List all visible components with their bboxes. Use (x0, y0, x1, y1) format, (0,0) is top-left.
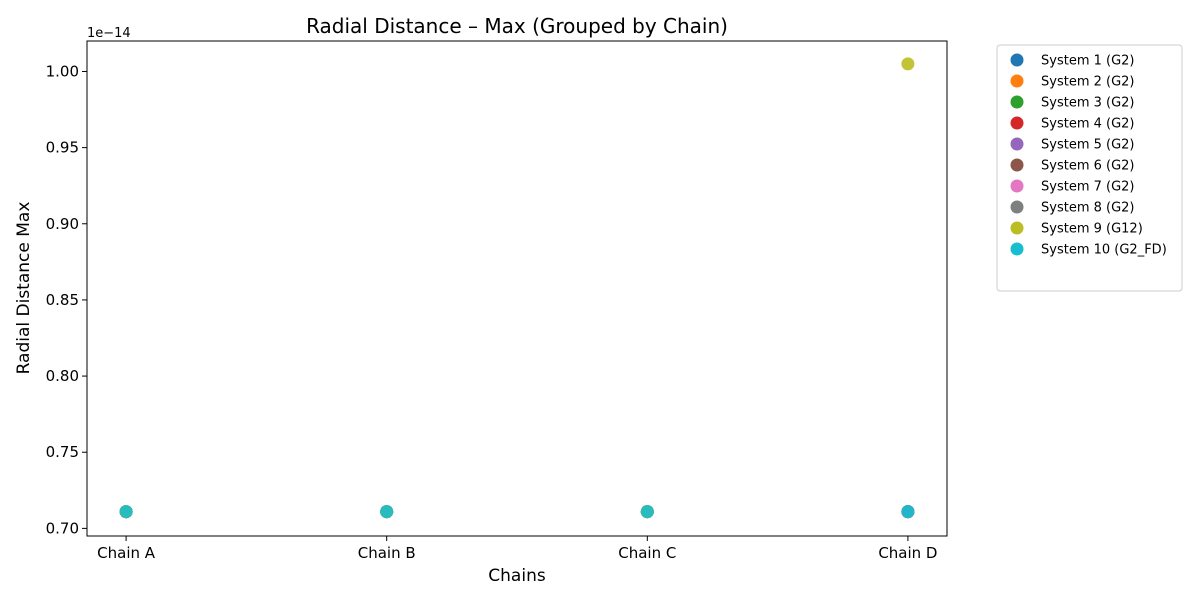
x-axis-ticks: Chain A Chain B Chain C Chain D (97, 536, 937, 562)
data-point (119, 505, 133, 519)
legend-label: System 5 (G2) (1041, 138, 1135, 153)
legend-label: System 9 (G12) (1041, 222, 1143, 237)
y-tick-label: 0.75 (46, 443, 79, 461)
data-point (901, 57, 915, 71)
data-point (901, 505, 915, 519)
legend-marker (1010, 116, 1024, 130)
legend-label: System 6 (G2) (1041, 159, 1135, 174)
legend-marker (1010, 74, 1024, 88)
legend-marker (1010, 179, 1024, 193)
y-tick-label: 0.90 (46, 215, 79, 233)
chart-title: Radial Distance – Max (Grouped by Chain) (306, 14, 728, 38)
y-tick-label: 0.80 (46, 367, 79, 385)
legend-marker (1010, 221, 1024, 235)
legend-label: System 3 (G2) (1041, 96, 1135, 111)
y-tick-label: 1.00 (46, 62, 79, 80)
legend-label: System 8 (G2) (1041, 201, 1135, 216)
plot-area-frame (86, 40, 948, 537)
data-points (119, 57, 915, 519)
legend-label: System 2 (G2) (1041, 75, 1135, 90)
y-tick-label: 0.95 (46, 139, 79, 157)
legend-label: System 10 (G2_FD) (1041, 243, 1167, 258)
data-point (640, 505, 654, 519)
y-axis-ticks: 0.70 0.75 0.80 0.85 0.90 0.95 1.00 (46, 62, 87, 537)
y-axis-offset-label: 1e−14 (87, 26, 131, 41)
legend: System 1 (G2) System 2 (G2) System 3 (G2) S… (996, 44, 1183, 292)
y-tick-label: 0.70 (46, 519, 79, 537)
x-axis-label: Chains (488, 566, 546, 586)
legend-marker (1010, 200, 1024, 214)
y-tick-label: 0.85 (46, 291, 79, 309)
legend-label: System 4 (G2) (1041, 117, 1135, 132)
legend-marker (1010, 95, 1024, 109)
legend-label: System 1 (G2) (1041, 54, 1135, 69)
x-tick-label: Chain C (618, 544, 676, 562)
legend-marker (1010, 137, 1024, 151)
y-axis-label: Radial Distance Max (14, 202, 34, 375)
legend-label: System 7 (G2) (1041, 180, 1135, 195)
x-tick-label: Chain B (358, 544, 416, 562)
legend-marker (1010, 53, 1024, 67)
legend-frame (996, 44, 1183, 292)
x-tick-label: Chain D (878, 544, 937, 562)
data-point (380, 505, 394, 519)
legend-marker (1010, 242, 1024, 256)
legend-marker (1010, 158, 1024, 172)
x-tick-label: Chain A (97, 544, 156, 562)
